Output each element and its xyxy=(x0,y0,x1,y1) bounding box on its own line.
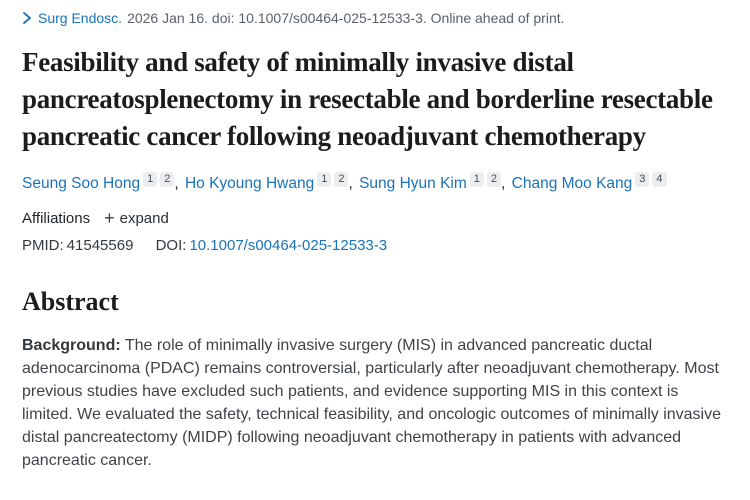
doi-link[interactable]: 10.1007/s00464-025-12533-3 xyxy=(189,237,388,254)
affiliation-chip[interactable]: 1 xyxy=(317,172,332,187)
affiliation-chip[interactable]: 1 xyxy=(143,172,158,187)
pmid-value: 41545569 xyxy=(66,237,134,254)
journal-citation-row: Surg Endosc. 2026 Jan 16. doi: 10.1007/s… xyxy=(22,8,728,28)
expand-label: expand xyxy=(119,209,169,227)
abstract-heading: Abstract xyxy=(22,287,119,316)
identifiers-row: PMID: 41545569 DOI: 10.1007/s00464-025-125… xyxy=(22,237,728,254)
author-link[interactable]: Ho Kyoung Hwang xyxy=(184,175,315,192)
author-link[interactable]: Chang Moo Kang xyxy=(511,175,633,192)
affiliation-chip[interactable]: 2 xyxy=(486,172,502,187)
abstract-section-text: The role of minimally invasive surgery (… xyxy=(22,337,722,469)
affiliations-row: Affiliations + expand xyxy=(22,209,728,227)
affiliation-chip[interactable]: 2 xyxy=(160,172,175,187)
pmid-label: PMID: xyxy=(22,237,64,254)
authors-row: Seung Soo Hong 1 2, Ho Kyoung Hwang 1 2, Sun… xyxy=(22,172,728,196)
author-separator: , xyxy=(501,175,506,192)
author-group: Seung Soo Hong 1 2, xyxy=(22,172,181,192)
abstract-section-label: Background: xyxy=(22,337,121,354)
plus-icon: + xyxy=(104,208,115,228)
article-title: Feasibility and safety of minimally inva… xyxy=(22,47,713,151)
expand-affiliations-button[interactable]: + expand xyxy=(104,209,169,227)
author-link[interactable]: Sung Hyun Kim xyxy=(359,175,467,192)
affiliations-label: Affiliations xyxy=(22,209,91,227)
chevron-right-icon[interactable] xyxy=(22,12,32,24)
affiliation-chip[interactable]: 4 xyxy=(652,172,667,187)
citation-text: 2026 Jan 16. doi: 10.1007/s00464-025-125… xyxy=(127,10,565,26)
doi-group: DOI: 10.1007/s00464-025-12533-3 xyxy=(156,237,388,254)
author-group: Chang Moo Kang 3 4 xyxy=(511,172,667,192)
author-link[interactable]: Seung Soo Hong xyxy=(22,175,141,192)
author-separator: , xyxy=(174,175,179,192)
author-group: Sung Hyun Kim 1 2, xyxy=(359,172,507,192)
affiliation-chip[interactable]: 2 xyxy=(334,172,349,187)
author-separator: , xyxy=(348,175,353,192)
journal-link[interactable]: Surg Endosc. xyxy=(38,10,123,26)
affiliation-chip[interactable]: 1 xyxy=(469,172,484,187)
abstract-paragraph: Background: The role of minimally invasi… xyxy=(22,334,728,472)
pubmed-article-page: Surg Endosc. 2026 Jan 16. doi: 10.1007/s… xyxy=(22,8,728,472)
doi-label: DOI: xyxy=(155,237,187,254)
affiliation-chip[interactable]: 3 xyxy=(635,172,650,187)
author-group: Ho Kyoung Hwang 1 2, xyxy=(184,172,355,192)
